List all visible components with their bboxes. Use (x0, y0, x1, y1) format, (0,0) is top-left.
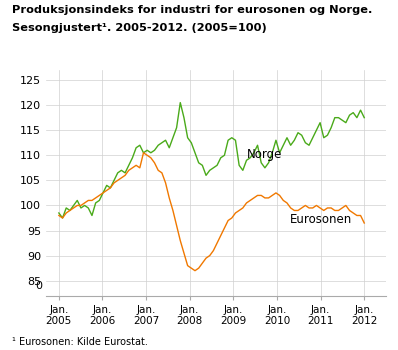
Text: 0: 0 (35, 281, 42, 291)
Text: Sesongjustert¹. 2005-2012. (2005=100): Sesongjustert¹. 2005-2012. (2005=100) (12, 23, 267, 33)
Text: ¹ Eurosonen: Kilde Eurostat.: ¹ Eurosonen: Kilde Eurostat. (12, 337, 148, 347)
Text: Eurosonen: Eurosonen (290, 213, 352, 226)
Text: Produksjonsindeks for industri for eurosonen og Norge.: Produksjonsindeks for industri for euros… (12, 5, 372, 15)
Text: Norge: Norge (246, 148, 282, 161)
